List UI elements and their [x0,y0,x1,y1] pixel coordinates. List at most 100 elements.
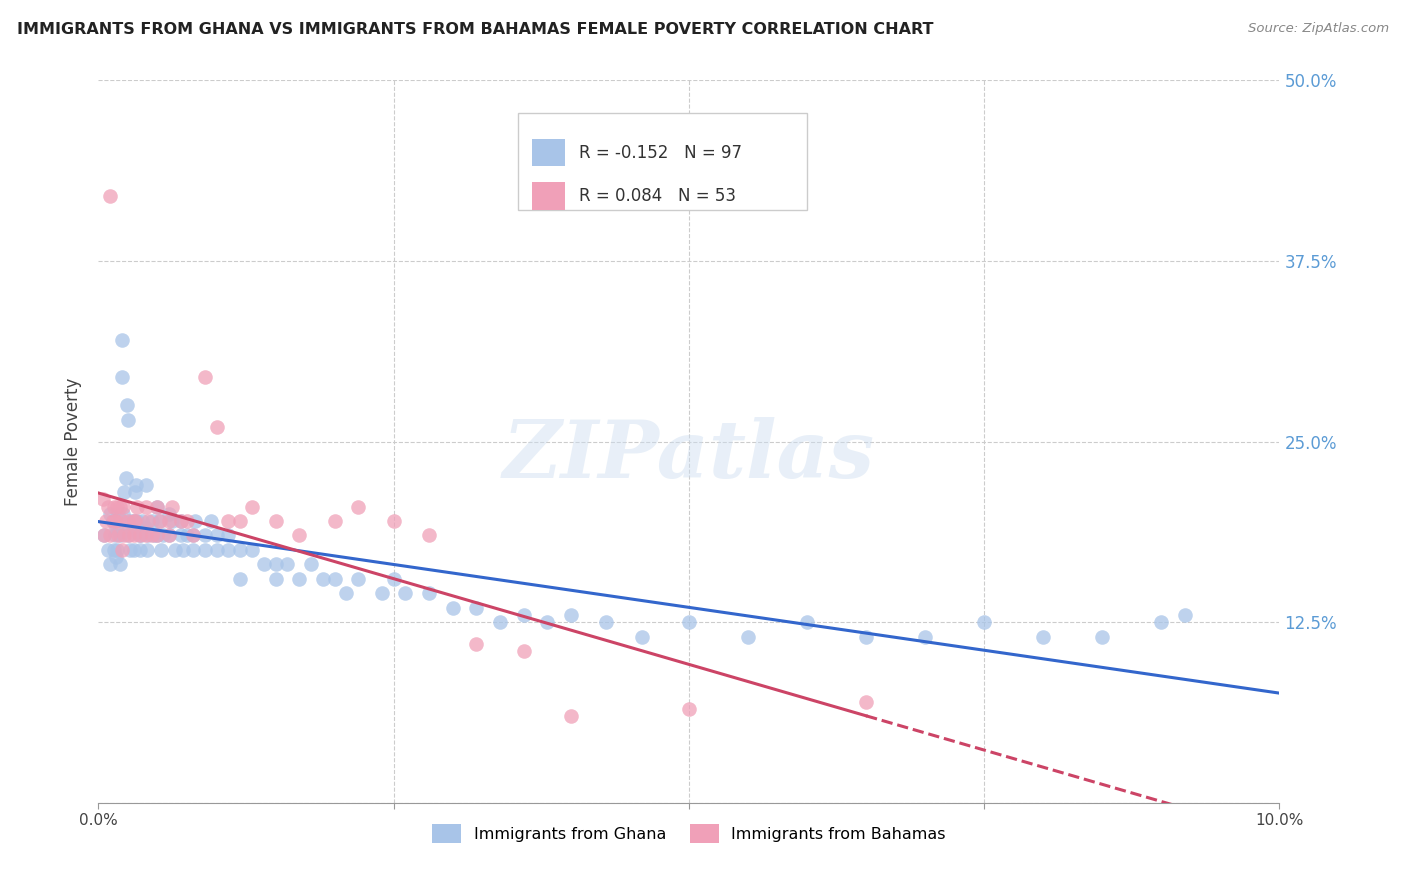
Point [111,514,134,528]
Point [104,528,127,542]
Point [560,607,582,622]
Point [98,528,121,542]
Point [124,485,146,500]
Point [148,514,170,528]
Point [91,492,114,507]
Point [194,542,217,557]
Point [108,500,131,514]
Point [112,485,135,500]
Point [157,514,180,528]
Point [323,514,346,528]
Point [122,514,145,528]
Point [382,572,405,586]
Point [118,528,141,542]
Point [678,702,700,716]
Point [172,542,194,557]
Point [122,514,145,528]
Point [128,528,150,542]
FancyBboxPatch shape [531,182,565,210]
Point [217,514,239,528]
Point [136,528,159,542]
Point [105,500,128,514]
Point [595,615,617,630]
Point [264,514,287,528]
Point [205,542,228,557]
Point [288,572,311,586]
Point [136,514,159,528]
Point [200,514,222,528]
Point [114,470,136,484]
Point [127,514,149,528]
Point [181,528,204,542]
Point [101,514,124,528]
Point [98,558,121,572]
Point [131,514,153,528]
Point [441,600,464,615]
Point [465,600,488,615]
Point [112,528,135,542]
Point [125,478,148,492]
Point [122,528,145,542]
Text: IMMIGRANTS FROM GHANA VS IMMIGRANTS FROM BAHAMAS FEMALE POVERTY CORRELATION CHAR: IMMIGRANTS FROM GHANA VS IMMIGRANTS FROM… [17,22,934,37]
Point [737,630,759,644]
Point [141,514,163,528]
Point [229,514,252,528]
Point [135,478,157,492]
Point [181,542,204,557]
Point [111,542,134,557]
Point [117,514,139,528]
Point [264,558,287,572]
Point [347,572,370,586]
Point [157,507,180,521]
Point [121,514,143,528]
Point [914,630,936,644]
Point [1150,615,1173,630]
Point [128,542,150,557]
Point [108,528,131,542]
Point [160,500,183,514]
Point [111,369,134,384]
Point [1032,630,1054,644]
Point [124,514,146,528]
Point [118,521,141,535]
Point [176,514,198,528]
Point [1091,630,1114,644]
Point [678,615,700,630]
Point [157,528,180,542]
Point [105,550,128,565]
Point [560,709,582,723]
Point [149,514,172,528]
Point [146,528,169,542]
Point [264,572,287,586]
Point [105,542,128,557]
Point [152,528,174,542]
Text: ZIPatlas: ZIPatlas [503,417,875,495]
Point [299,558,322,572]
Point [117,528,139,542]
FancyBboxPatch shape [531,139,565,166]
Point [512,644,534,658]
Point [127,500,149,514]
FancyBboxPatch shape [517,112,807,211]
Point [382,514,405,528]
Point [165,542,187,557]
Point [170,514,193,528]
Point [112,507,135,521]
Point [129,528,152,542]
Point [103,500,125,514]
Point [240,542,263,557]
Point [536,615,558,630]
Point [512,607,534,622]
Text: R = 0.084   N = 53: R = 0.084 N = 53 [579,187,737,205]
Point [973,615,995,630]
Text: R = -0.152   N = 97: R = -0.152 N = 97 [579,144,742,161]
Point [205,528,228,542]
Point [135,528,157,542]
Point [170,528,193,542]
Point [855,630,877,644]
Point [135,500,157,514]
Point [335,586,357,600]
Point [170,514,193,528]
Point [253,558,276,572]
Point [122,542,145,557]
